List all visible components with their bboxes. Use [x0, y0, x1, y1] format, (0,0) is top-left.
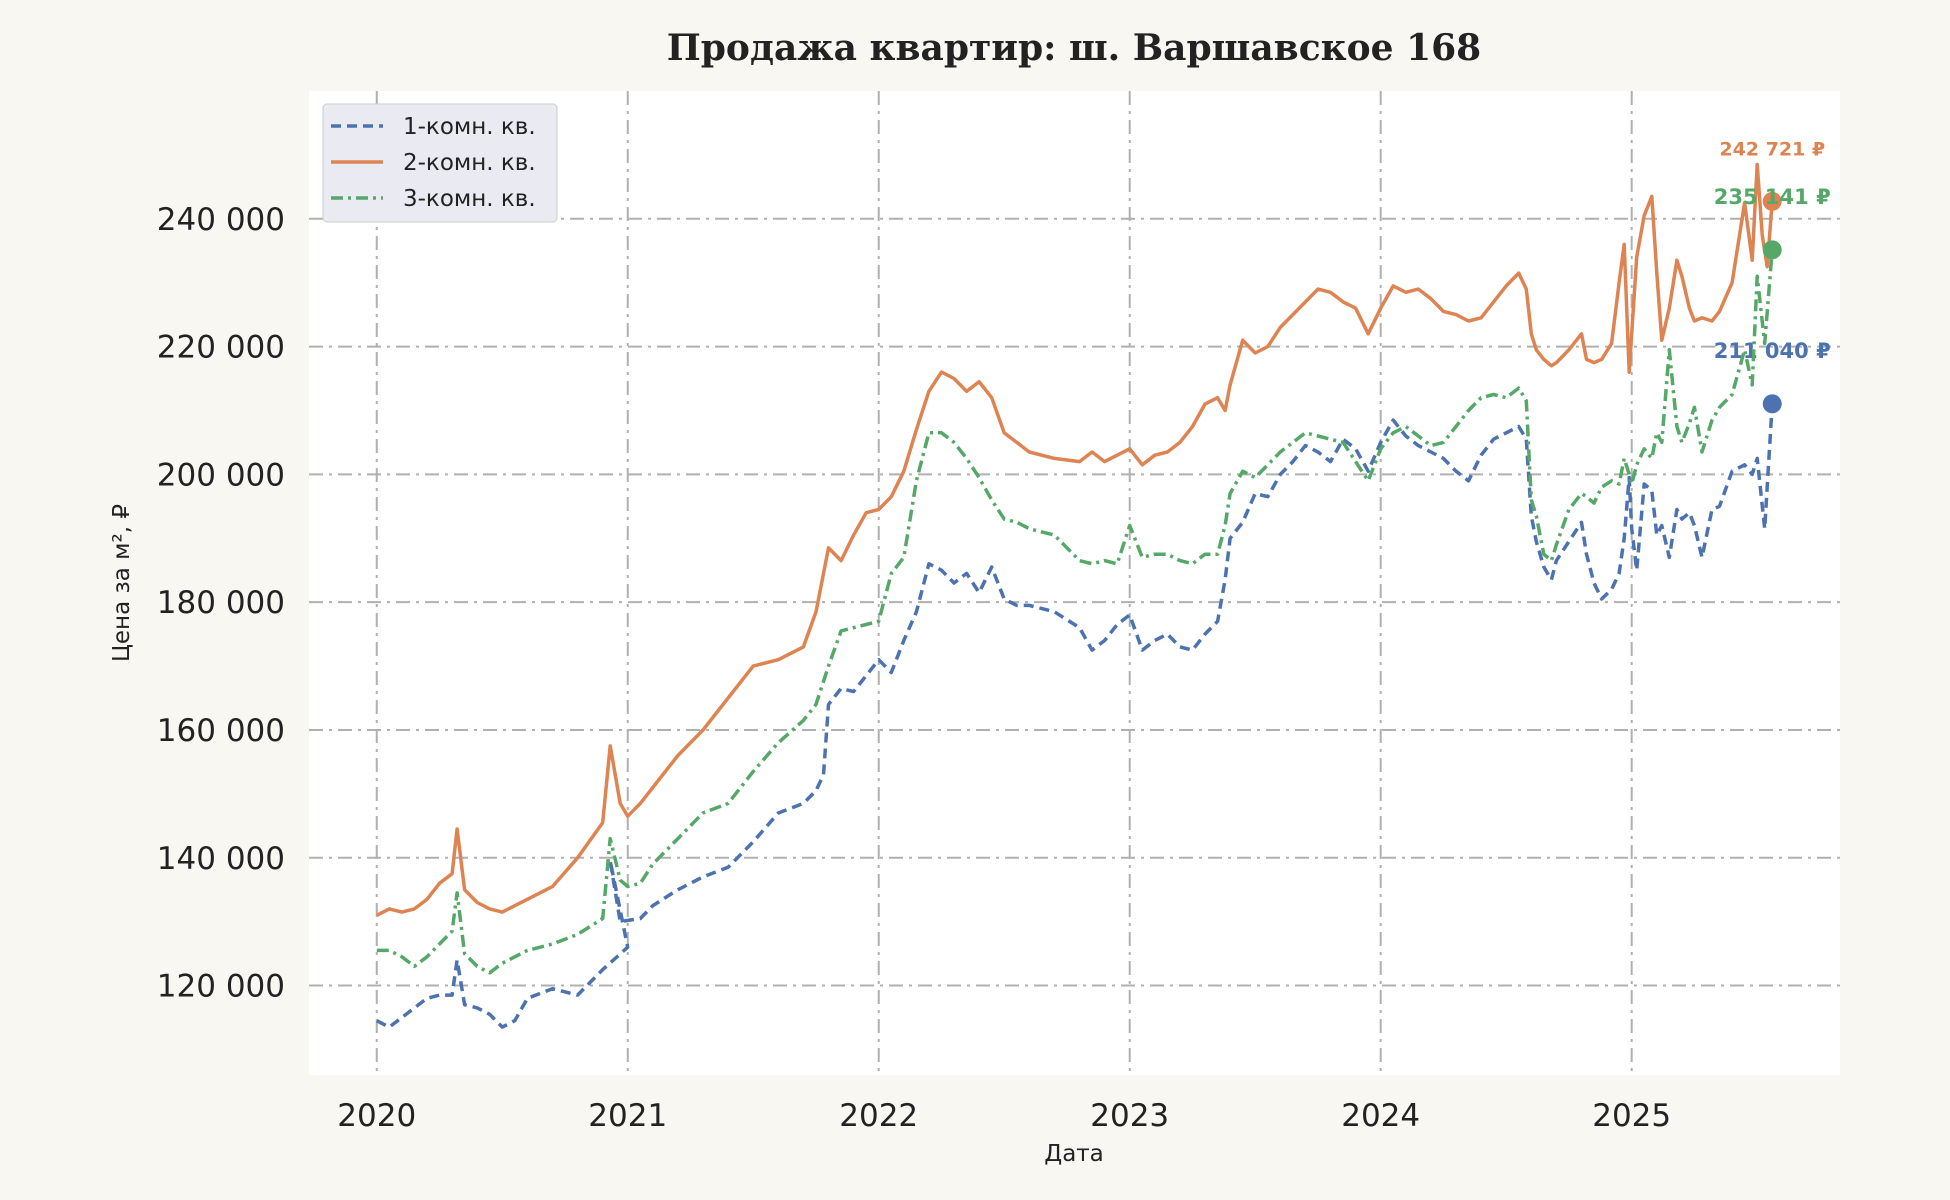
end-marker-1-room	[1762, 394, 1782, 414]
plot-area	[309, 91, 1840, 1075]
y-axis-label: Цена за м², ₽	[109, 504, 135, 662]
series-line-2-room	[376, 162, 1774, 917]
series-lines: 211 040 ₽ 242 721 ₽ 235 141 ₽	[376, 138, 1831, 1029]
x-tick-label: 2020	[337, 1098, 416, 1134]
y-tick-label: 180 000	[157, 585, 285, 621]
y-tick-label: 160 000	[157, 713, 285, 749]
legend-label-1-room: 1-комн. кв.	[403, 114, 536, 140]
y-tick-label: 140 000	[157, 841, 285, 877]
chart-legend: 1-комн. кв. 2-комн. кв. 3-комн. кв.	[322, 103, 558, 223]
end-value-label-3-room: 235 141 ₽	[1714, 185, 1831, 209]
end-value-label-1-room: 211 040 ₽	[1714, 339, 1831, 363]
x-tick-label: 2021	[588, 1098, 667, 1134]
chart-title: Продажа квартир: ш. Варшавское 168	[667, 27, 1481, 69]
series-line-1-room	[376, 403, 1774, 1029]
x-tick-label: 2024	[1341, 1098, 1420, 1134]
legend-label-2-room: 2-комн. кв.	[403, 150, 536, 176]
y-tick-label: 240 000	[157, 202, 285, 238]
end-marker-2-room	[1762, 191, 1782, 211]
x-axis-label: Дата	[1044, 1141, 1104, 1167]
legend-label-3-room: 3-комн. кв.	[403, 186, 536, 212]
grid-lines	[309, 91, 1840, 1075]
x-tick-label: 2023	[1090, 1098, 1169, 1134]
y-tick-label: 120 000	[157, 969, 285, 1005]
series-line-3-room	[376, 249, 1774, 975]
end-value-label-2-room: 242 721 ₽	[1719, 138, 1825, 160]
x-tick-label: 2025	[1592, 1098, 1671, 1134]
y-tick-label: 220 000	[157, 330, 285, 366]
axis-ticks: 120 000 140 000 160 000 180 000 200 000 220 0…	[157, 202, 1671, 1134]
legend-box	[322, 103, 558, 223]
x-tick-label: 2022	[839, 1098, 918, 1134]
y-tick-label: 200 000	[157, 457, 285, 493]
end-marker-3-room	[1762, 240, 1782, 260]
